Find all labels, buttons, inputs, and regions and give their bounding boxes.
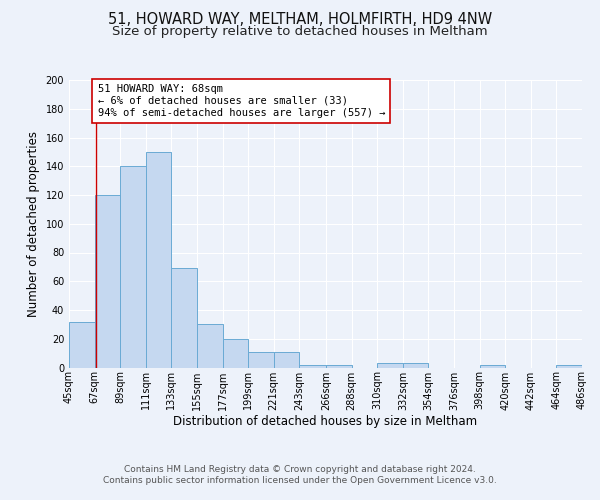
Text: 51 HOWARD WAY: 68sqm
← 6% of detached houses are smaller (33)
94% of semi-detach: 51 HOWARD WAY: 68sqm ← 6% of detached ho…: [97, 84, 385, 117]
Bar: [326, 364, 352, 368]
Bar: [223, 339, 248, 368]
Bar: [248, 352, 274, 368]
Text: Contains public sector information licensed under the Open Government Licence v3: Contains public sector information licen…: [103, 476, 497, 485]
Bar: [146, 152, 172, 368]
Bar: [403, 363, 428, 368]
Bar: [299, 364, 326, 368]
Bar: [274, 352, 299, 368]
Bar: [197, 324, 223, 368]
Bar: [479, 364, 505, 368]
X-axis label: Distribution of detached houses by size in Meltham: Distribution of detached houses by size …: [173, 415, 478, 428]
Bar: [377, 363, 403, 368]
Text: 51, HOWARD WAY, MELTHAM, HOLMFIRTH, HD9 4NW: 51, HOWARD WAY, MELTHAM, HOLMFIRTH, HD9 …: [108, 12, 492, 28]
Bar: [172, 268, 197, 368]
Bar: [120, 166, 146, 368]
Y-axis label: Number of detached properties: Number of detached properties: [27, 130, 40, 317]
Bar: [95, 195, 120, 368]
Text: Size of property relative to detached houses in Meltham: Size of property relative to detached ho…: [112, 25, 488, 38]
Bar: [69, 322, 95, 368]
Text: Contains HM Land Registry data © Crown copyright and database right 2024.: Contains HM Land Registry data © Crown c…: [124, 465, 476, 474]
Bar: [556, 364, 582, 368]
